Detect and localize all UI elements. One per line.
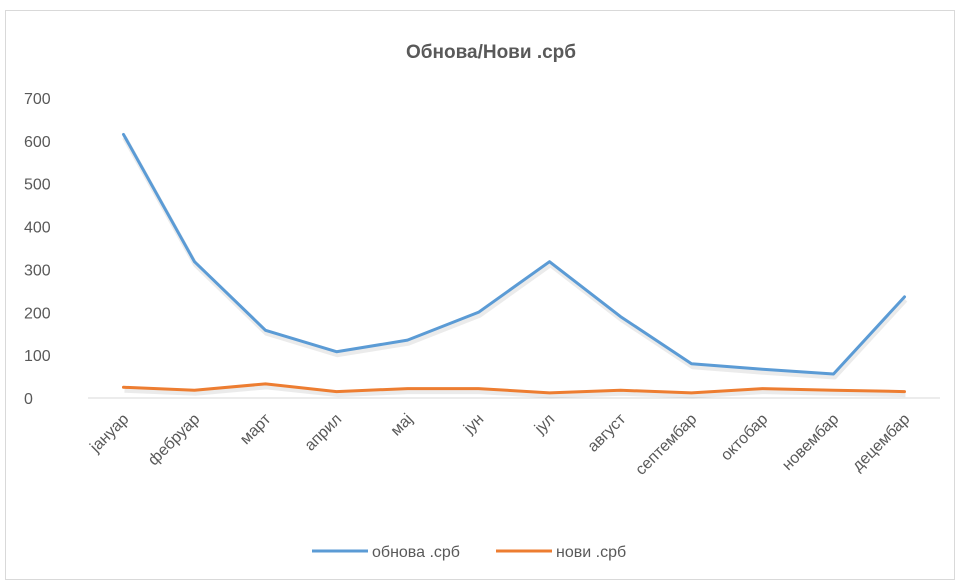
series-lines	[122, 132, 908, 399]
x-tick-label: април	[302, 411, 346, 455]
y-axis-ticks: 0 100 200 300 400 500 600 700	[24, 91, 51, 408]
legend: обнова .срб нови .срб	[312, 544, 626, 561]
x-tick-label: јануар	[86, 411, 132, 457]
series-shadow	[124, 384, 906, 399]
y-tick-label: 600	[24, 134, 51, 151]
chart-title: Обнова/Нови .срб	[406, 42, 576, 63]
x-tick-label: мај	[388, 411, 417, 440]
x-tick-label: август	[585, 410, 630, 455]
chart-frame	[5, 10, 955, 580]
x-tick-label: јун	[460, 411, 487, 438]
legend-label: нови .срб	[556, 544, 626, 561]
x-tick-label: септембар	[632, 411, 700, 479]
series-line-1	[122, 382, 906, 395]
series-shadow	[122, 136, 908, 380]
x-tick-label: октобар	[718, 411, 772, 465]
x-axis-ticks: јануар фебруар март април мај јун јул август сеп…	[86, 410, 913, 478]
x-tick-label: март	[237, 410, 275, 448]
legend-label: обнова .срб	[372, 544, 460, 561]
y-tick-label: 500	[24, 177, 51, 194]
x-tick-label: фебруар	[145, 411, 203, 469]
x-tick-label: децембар	[849, 411, 913, 475]
y-tick-label: 700	[24, 91, 51, 108]
x-tick-label: јул	[531, 411, 558, 438]
y-tick-label: 0	[24, 391, 33, 408]
y-tick-label: 100	[24, 348, 51, 365]
y-tick-label: 300	[24, 262, 51, 279]
y-tick-label: 200	[24, 305, 51, 322]
y-tick-label: 400	[24, 220, 51, 237]
x-tick-label: новембар	[779, 411, 842, 474]
series-line-0	[122, 132, 906, 376]
